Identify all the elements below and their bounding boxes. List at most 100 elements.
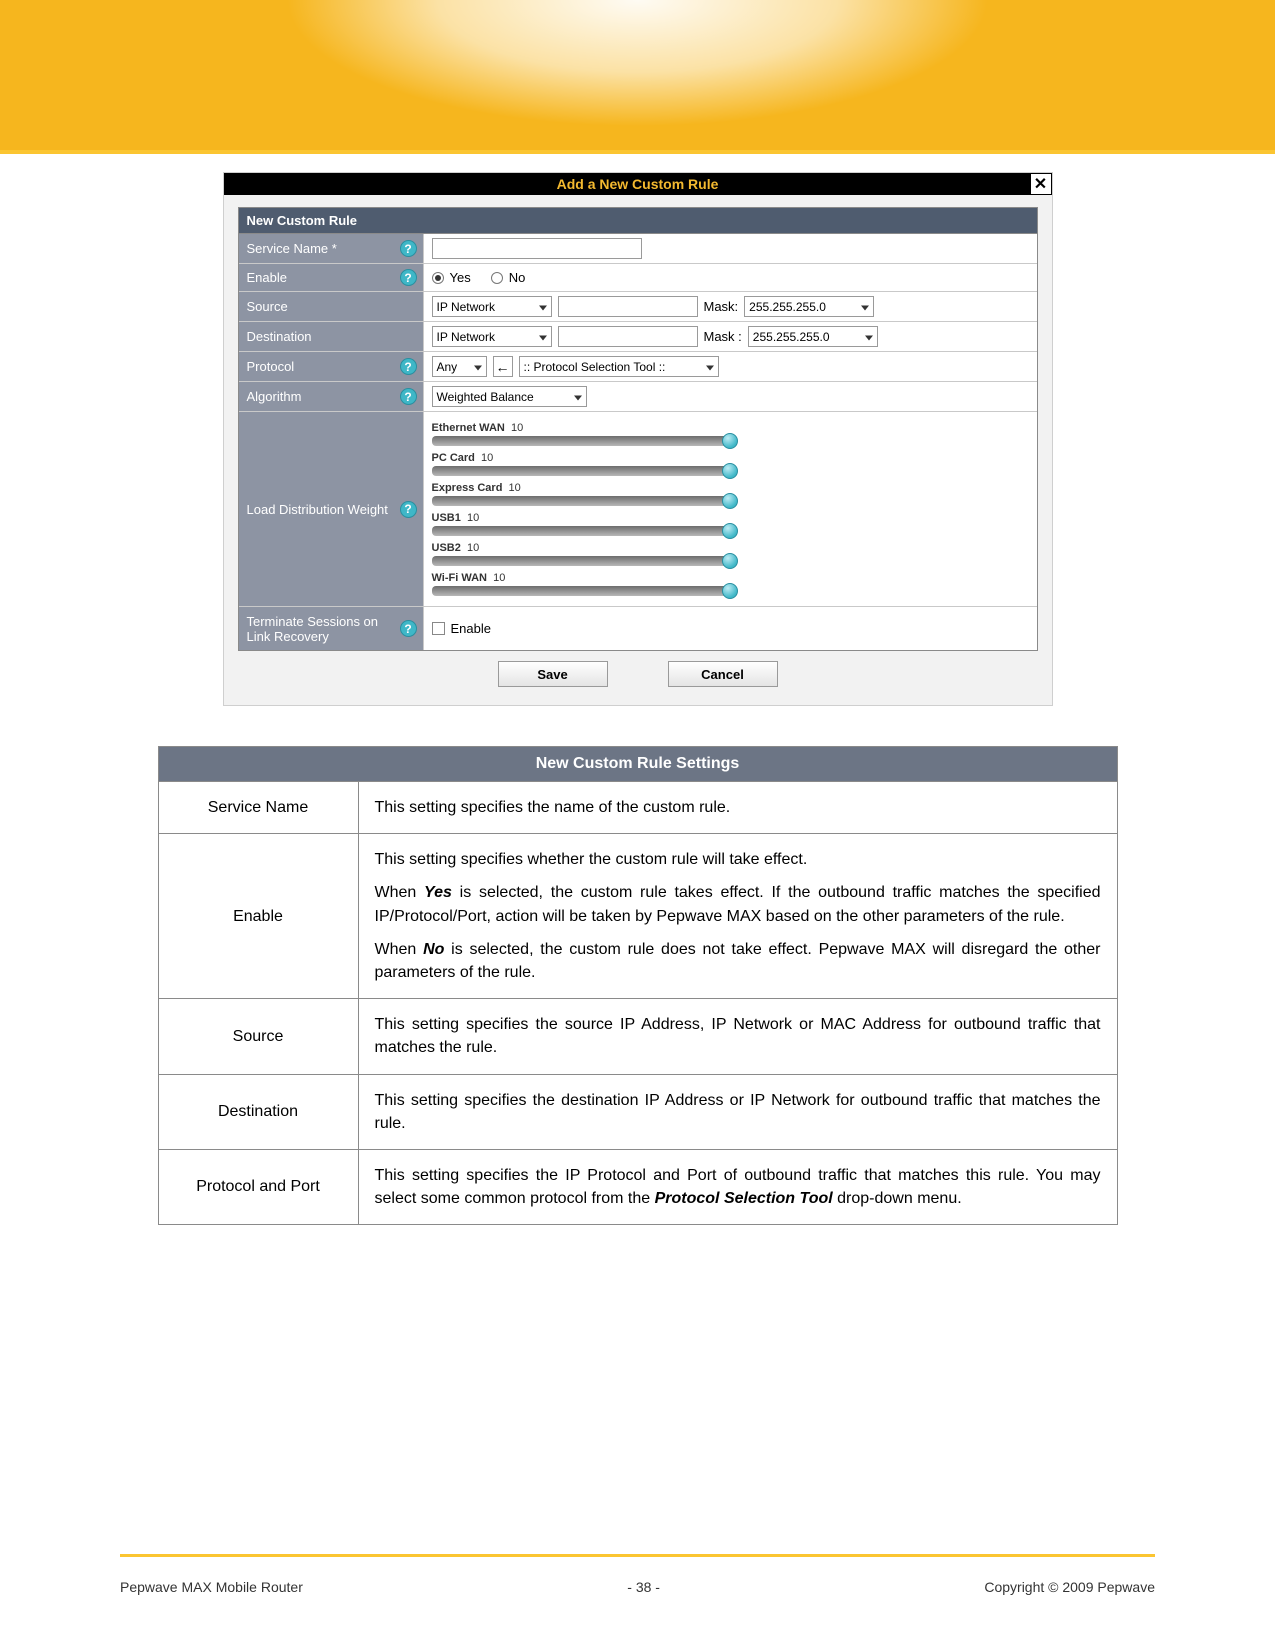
table-row: Service NameThis setting specifies the n…	[158, 782, 1117, 834]
slider-express-card: Express Card 10	[432, 482, 1029, 506]
label-text: Protocol	[247, 359, 400, 374]
button-row: Save Cancel	[224, 661, 1052, 687]
slider-knob[interactable]	[722, 463, 738, 479]
protocol-any-select[interactable]: Any	[432, 356, 487, 377]
source-mask-label: Mask:	[704, 299, 739, 314]
radio-no-label: No	[509, 270, 526, 285]
row-source: Source IP Network Mask: 255.255.255.0	[239, 292, 1037, 322]
close-icon[interactable]: ✕	[1030, 173, 1052, 195]
terminate-checkbox[interactable]	[432, 622, 445, 635]
slider-track[interactable]	[432, 496, 732, 506]
slider-knob[interactable]	[722, 553, 738, 569]
slider-track[interactable]	[432, 436, 732, 446]
settings-table-header: New Custom Rule Settings	[158, 747, 1117, 782]
help-icon[interactable]: ?	[400, 269, 417, 286]
setting-description: This setting specifies the destination I…	[358, 1074, 1117, 1149]
radio-yes[interactable]	[432, 272, 444, 284]
service-name-input[interactable]	[432, 238, 642, 259]
slider-pc-card: PC Card 10	[432, 452, 1029, 476]
source-mask-select[interactable]: 255.255.255.0	[744, 296, 874, 317]
label-protocol: Protocol ?	[239, 352, 424, 381]
table-row: Protocol and PortThis setting specifies …	[158, 1149, 1117, 1224]
table-row: EnableThis setting specifies whether the…	[158, 834, 1117, 999]
destination-type-select[interactable]: IP Network	[432, 326, 552, 347]
save-button[interactable]: Save	[498, 661, 608, 687]
settings-table: New Custom Rule Settings Service NameThi…	[158, 746, 1118, 1225]
help-icon[interactable]: ?	[400, 358, 417, 375]
slider-track[interactable]	[432, 586, 732, 596]
label-text: Service Name *	[247, 241, 400, 256]
footer: Pepwave MAX Mobile Router - 38 - Copyrig…	[0, 1554, 1275, 1595]
help-icon[interactable]: ?	[400, 388, 417, 405]
help-icon[interactable]: ?	[400, 501, 417, 518]
value-algorithm: Weighted Balance	[424, 382, 1037, 411]
value-source: IP Network Mask: 255.255.255.0	[424, 292, 1037, 321]
slider-track[interactable]	[432, 556, 732, 566]
setting-description: This setting specifies whether the custo…	[358, 834, 1117, 999]
source-ip-input[interactable]	[558, 296, 698, 317]
form-area: New Custom Rule Service Name * ? Enable …	[238, 207, 1038, 651]
setting-label: Enable	[158, 834, 358, 999]
row-terminate: Terminate Sessions on Link Recovery ? En…	[239, 607, 1037, 650]
footer-row: Pepwave MAX Mobile Router - 38 - Copyrig…	[120, 1579, 1155, 1595]
slider-knob[interactable]	[722, 583, 738, 599]
label-terminate: Terminate Sessions on Link Recovery ?	[239, 607, 424, 650]
label-algorithm: Algorithm ?	[239, 382, 424, 411]
slider-track[interactable]	[432, 466, 732, 476]
setting-label: Service Name	[158, 782, 358, 834]
radio-no[interactable]	[491, 272, 503, 284]
arrow-left-icon[interactable]: ←	[493, 356, 513, 377]
page-content: Add a New Custom Rule ✕ New Custom Rule …	[0, 154, 1275, 1225]
setting-description: This setting specifies the IP Protocol a…	[358, 1149, 1117, 1224]
cancel-button[interactable]: Cancel	[668, 661, 778, 687]
label-source: Source	[239, 292, 424, 321]
slider-usb2: USB2 10	[432, 542, 1029, 566]
row-load-distribution: Load Distribution Weight ? Ethernet WAN …	[239, 412, 1037, 607]
label-text: Load Distribution Weight	[247, 502, 400, 517]
value-service-name	[424, 234, 1037, 263]
label-service-name: Service Name * ?	[239, 234, 424, 263]
setting-description: This setting specifies the name of the c…	[358, 782, 1117, 834]
help-icon[interactable]: ?	[400, 240, 417, 257]
value-enable: Yes No	[424, 264, 1037, 291]
algorithm-select[interactable]: Weighted Balance	[432, 386, 587, 407]
label-text: Destination	[247, 329, 417, 344]
slider-knob[interactable]	[722, 493, 738, 509]
value-protocol: Any ← :: Protocol Selection Tool ::	[424, 352, 1037, 381]
help-icon[interactable]: ?	[400, 620, 417, 637]
value-load-distribution: Ethernet WAN 10 PC Card 10 Express Card 10…	[424, 412, 1037, 606]
radio-yes-label: Yes	[450, 270, 471, 285]
footer-center: - 38 -	[627, 1579, 660, 1595]
setting-description: This setting specifies the source IP Add…	[358, 999, 1117, 1074]
source-type-select[interactable]: IP Network	[432, 296, 552, 317]
dialog-titlebar: Add a New Custom Rule ✕	[224, 173, 1052, 195]
dialog: Add a New Custom Rule ✕ New Custom Rule …	[223, 172, 1053, 706]
row-destination: Destination IP Network Mask : 255.255.25…	[239, 322, 1037, 352]
footer-right: Copyright © 2009 Pepwave	[984, 1579, 1155, 1595]
row-algorithm: Algorithm ? Weighted Balance	[239, 382, 1037, 412]
slider-track[interactable]	[432, 526, 732, 536]
footer-rule	[120, 1554, 1155, 1557]
setting-label: Source	[158, 999, 358, 1074]
label-text: Enable	[247, 270, 400, 285]
label-destination: Destination	[239, 322, 424, 351]
slider-wi-fi-wan: Wi-Fi WAN 10	[432, 572, 1029, 596]
dialog-title: Add a New Custom Rule	[224, 176, 1052, 192]
destination-mask-select[interactable]: 255.255.255.0	[748, 326, 878, 347]
destination-mask-label: Mask :	[704, 329, 742, 344]
destination-ip-input[interactable]	[558, 326, 698, 347]
label-text: Source	[247, 299, 417, 314]
row-protocol: Protocol ? Any ← :: Protocol Selection T…	[239, 352, 1037, 382]
slider-ethernet-wan: Ethernet WAN 10	[432, 422, 1029, 446]
label-load-distribution: Load Distribution Weight ?	[239, 412, 424, 606]
footer-left: Pepwave MAX Mobile Router	[120, 1579, 303, 1595]
row-enable: Enable ? Yes No	[239, 264, 1037, 292]
section-header: New Custom Rule	[239, 208, 1037, 234]
table-row: DestinationThis setting specifies the de…	[158, 1074, 1117, 1149]
slider-knob[interactable]	[722, 523, 738, 539]
label-text: Terminate Sessions on Link Recovery	[247, 614, 400, 644]
slider-knob[interactable]	[722, 433, 738, 449]
row-service-name: Service Name * ?	[239, 234, 1037, 264]
protocol-tool-select[interactable]: :: Protocol Selection Tool ::	[519, 356, 719, 377]
label-text: Algorithm	[247, 389, 400, 404]
